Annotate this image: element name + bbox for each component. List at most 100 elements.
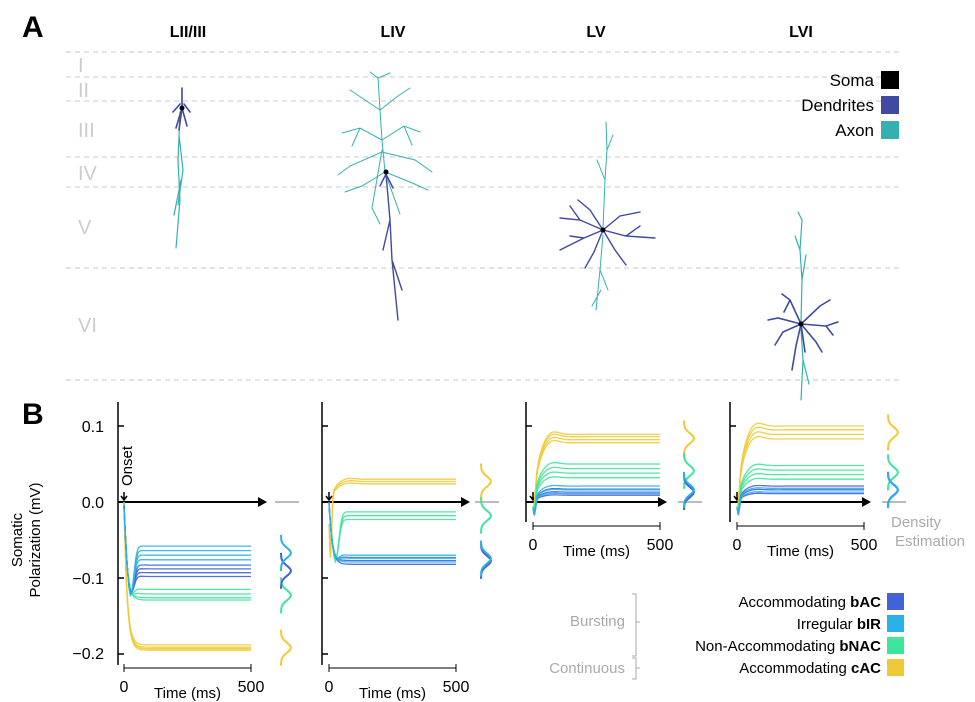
density-label-line2: Estimation <box>895 533 965 550</box>
x-axis-label: Time (ms) <box>767 543 834 560</box>
x-tick-label: 500 <box>238 679 265 696</box>
trace-bAC <box>532 494 660 516</box>
bursting-bracket <box>632 593 640 657</box>
density-curve-cAC <box>280 629 293 666</box>
trace-cAC <box>328 482 456 558</box>
layer-boundaries <box>66 51 903 381</box>
trace-bIR <box>328 502 456 563</box>
trace-bNAC <box>736 463 864 513</box>
x-tick-label: 0 <box>529 537 538 554</box>
column-title-lii-iii: LII/III <box>170 24 206 41</box>
x-tick-label: 0 <box>733 537 742 554</box>
y-tick-label: 0.0 <box>82 495 104 512</box>
chart-lv: 0 500 Time (ms) <box>525 402 702 560</box>
trace-cAC <box>736 426 864 508</box>
layer-label-v: V <box>78 217 92 239</box>
trace-bNAC <box>736 468 864 512</box>
trace-bIR <box>532 492 660 516</box>
y-axis-label-line1: Somatic <box>9 512 26 567</box>
column-title-liv: LIV <box>381 24 406 41</box>
trace-bIR <box>123 507 251 595</box>
trace-bAC <box>328 502 456 560</box>
trace-cAC <box>123 501 251 648</box>
trace-bAC <box>532 491 660 516</box>
soma-marker <box>798 321 804 327</box>
trace-bIR <box>123 508 251 596</box>
panel-b-letter: B <box>22 398 44 431</box>
group-label-continuous: Continuous <box>549 660 625 677</box>
trace-cAC <box>532 436 660 508</box>
trace-bNAC <box>123 502 251 599</box>
chart-lvi: 0 500 Time (ms) <box>729 402 906 560</box>
etype-swatch-bnac <box>887 637 904 654</box>
trace-cAC <box>328 477 456 557</box>
trace-bNAC <box>328 508 456 564</box>
trace-bNAC <box>532 466 660 513</box>
trace-bIR <box>736 487 864 515</box>
trace-bNAC <box>736 477 864 513</box>
y-axis-label-line2: Polarization (mV) <box>27 482 44 597</box>
etype-swatch-bac <box>887 593 904 610</box>
trace-cAC <box>532 433 660 508</box>
density-curve-bNAC <box>683 452 696 489</box>
trace-bNAC <box>328 508 456 563</box>
etype-swatch-bir <box>887 615 904 632</box>
trace-bAC <box>736 488 864 515</box>
column-title-lvi: LVI <box>789 24 813 41</box>
x-axis-arrow <box>658 497 667 507</box>
x-axis-arrow <box>461 497 470 507</box>
density-curve-cAC <box>887 414 900 451</box>
trace-bIR <box>328 502 456 560</box>
layer-label-ii: II <box>78 80 89 102</box>
trace-cAC <box>736 431 864 508</box>
soma-marker <box>600 227 606 233</box>
density-curve-bIR <box>480 540 493 577</box>
x-tick-label: 500 <box>851 537 878 554</box>
density-curve-bIR <box>280 534 293 571</box>
trace-bNAC <box>532 461 660 512</box>
soma-marker <box>179 105 185 111</box>
etype-label-bac: Accommodating bAC <box>738 594 881 611</box>
trace-cAC <box>532 439 660 508</box>
trace-bIR <box>736 491 864 516</box>
etype-swatch-cac <box>887 659 904 676</box>
trace-bNAC <box>532 471 660 512</box>
trace-bAC <box>328 501 456 565</box>
trace-cAC <box>123 501 251 650</box>
legend-swatch-axon <box>881 121 899 139</box>
y-tick-label: −0.2 <box>72 646 104 663</box>
x-axis-label: Time (ms) <box>154 685 221 702</box>
group-label-bursting: Bursting <box>570 613 625 630</box>
trace-bAC <box>123 506 251 594</box>
trace-bAC <box>736 484 864 514</box>
legend-label-soma: Soma <box>830 71 875 90</box>
neuron-lvi <box>767 211 839 401</box>
trace-bNAC <box>328 509 456 564</box>
density-curve-bNAC <box>887 454 900 491</box>
density-curve-bIR <box>683 471 696 508</box>
x-axis-arrow <box>862 497 871 507</box>
trace-bNAC <box>532 476 660 513</box>
trace-cAC <box>123 501 251 651</box>
y-axis-label: Somatic Polarization (mV) <box>9 482 44 597</box>
legend-swatch-dendrites <box>881 96 899 114</box>
x-axis-arrow <box>258 497 267 507</box>
trace-bIR <box>123 509 251 598</box>
trace-bAC <box>736 492 864 516</box>
neuron-lv <box>559 121 656 311</box>
layer-label-iv: IV <box>78 163 98 185</box>
x-axis-label: Time (ms) <box>359 685 426 702</box>
x-tick-label: 0 <box>325 679 334 696</box>
legend-label-axon: Axon <box>835 121 874 140</box>
x-axis-label: Time (ms) <box>563 543 630 560</box>
morphology-legend: Soma Dendrites Axon <box>801 71 899 140</box>
trace-bIR <box>328 503 456 559</box>
x-tick-label: 500 <box>443 679 470 696</box>
trace-bIR <box>532 488 660 515</box>
y-tick-label: 0.1 <box>82 419 104 436</box>
x-tick-label: 500 <box>647 537 674 554</box>
onset-label: Onset <box>119 445 136 486</box>
trace-bNAC <box>123 502 251 601</box>
trace-cAC <box>736 422 864 508</box>
trace-bIR <box>123 509 251 597</box>
